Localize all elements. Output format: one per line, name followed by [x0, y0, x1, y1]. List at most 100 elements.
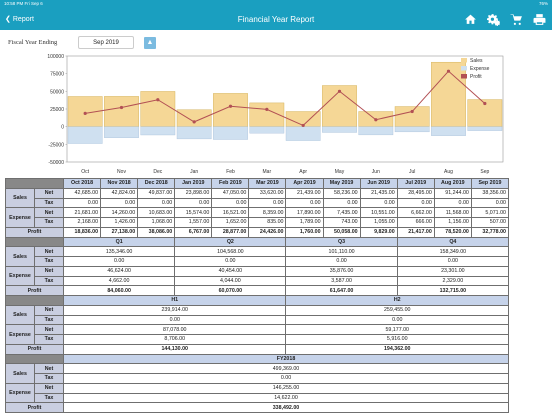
home-icon[interactable]	[464, 13, 477, 26]
group-label-expense: Expense	[5, 324, 35, 345]
back-button[interactable]: ❮ Report	[5, 15, 34, 24]
value-cell: 835.00	[248, 217, 287, 228]
fiscal-year-filter: Fiscal Year Ending Sep 2019 ▲	[8, 36, 156, 49]
sales-tax-row: Tax 0.00 0.00	[6, 314, 509, 326]
half-header: H2	[285, 295, 509, 306]
row-label-tax: Tax	[34, 275, 64, 287]
apply-button[interactable]: ▲	[144, 36, 156, 49]
bar-sales	[140, 91, 176, 127]
month-header: Aug 2019	[433, 178, 472, 189]
expense-tax-row: Tax 8,706.00 5,916.00	[6, 334, 509, 345]
x-tick-label: Jul	[409, 169, 415, 175]
value-cell: 21,681.00	[62, 207, 102, 218]
value-cell: 104,568.00	[174, 246, 287, 257]
value-cell: 0.00	[396, 256, 510, 267]
value-cell: 21,439.00	[285, 187, 324, 199]
value-cell: 0.00	[62, 256, 176, 267]
y-tick-label: 75000	[50, 72, 64, 78]
bar-expense	[285, 126, 321, 141]
header-row: Oct 2018 Nov 2018 Dec 2018 Jan 2019 Feb 2019…	[5, 178, 510, 189]
print-icon[interactable]	[533, 13, 546, 26]
report-table: Oct 2018 Nov 2018 Dec 2018 Jan 2019 Feb 2019…	[5, 178, 510, 413]
x-tick-label: Nov	[117, 169, 126, 175]
back-label: Report	[12, 15, 34, 23]
value-cell: 0.00	[248, 197, 287, 209]
y-tick-label: 25000	[50, 107, 64, 113]
value-cell: 23,898.00	[174, 187, 213, 199]
value-cell: 0.00	[63, 373, 509, 384]
group-label-profit: Profit	[5, 343, 64, 355]
value-cell: 6,662.00	[396, 207, 435, 218]
value-cell: 38,356.00	[470, 187, 510, 199]
profit-point	[83, 111, 87, 115]
value-cell: 0.00	[174, 256, 287, 267]
header-row: FY2018	[5, 353, 509, 365]
value-cell: 40,454.00	[174, 265, 287, 277]
legend-label: Sales	[470, 58, 483, 64]
corner-cell	[5, 353, 64, 365]
value-cell: 91,244.00	[433, 187, 472, 199]
year-header: FY2018	[63, 353, 509, 365]
group-label-sales: Sales	[5, 363, 35, 384]
value-cell: 17,890.00	[285, 207, 324, 218]
profit-point	[483, 101, 487, 106]
profit-point	[119, 105, 124, 110]
profit-point	[192, 120, 196, 124]
corner-cell	[5, 236, 64, 248]
profit-row: Profit 338,492.00	[5, 402, 509, 413]
value-cell: 8,706.00	[62, 334, 287, 345]
bar-expense	[104, 126, 139, 138]
value-cell: 1,557.00	[174, 217, 213, 228]
legend-swatch	[461, 66, 467, 71]
value-cell: 0.00	[100, 197, 139, 209]
x-tick-label: Feb	[226, 169, 235, 175]
value-cell: 0.00	[470, 197, 510, 209]
expense-tax-row: Tax 14,622.00	[6, 392, 509, 404]
month-header: Mar 2019	[248, 178, 287, 189]
value-cell: 14,260.00	[100, 207, 139, 218]
sales-net-row: Sales Net 239,914.00 259,455.00	[5, 304, 509, 326]
value-cell: 3,587.00	[285, 275, 398, 287]
sales-net-row: Sales Net 42,685.00 42,824.00 49,837.00 23,89…	[5, 187, 510, 209]
fiscal-year-select[interactable]: Sep 2019	[78, 36, 134, 49]
value-cell: 0.00	[359, 197, 398, 209]
value-cell: 144,130.00	[62, 343, 287, 355]
row-label-net: Net	[34, 187, 64, 199]
profit-point	[228, 104, 233, 108]
value-cell: 28,495.00	[396, 187, 435, 199]
profit-line	[85, 70, 486, 127]
cart-icon[interactable]	[510, 13, 523, 26]
month-header: Feb 2019	[211, 178, 250, 189]
profit-point	[265, 107, 269, 112]
settings-icon[interactable]	[487, 13, 500, 26]
value-cell: 4,044.00	[174, 275, 287, 287]
header-row: H1 H2	[5, 295, 509, 306]
legend-label: Expense	[470, 66, 490, 72]
value-cell: 33,620.00	[248, 187, 287, 199]
group-label-expense: Expense	[5, 207, 35, 228]
quarter-header: Q1	[62, 236, 176, 248]
y-tick-label: 100000	[47, 54, 64, 60]
value-cell: 132,715.00	[396, 285, 510, 296]
row-label-net: Net	[34, 324, 64, 335]
value-cell: 499,369.00	[63, 363, 509, 374]
expense-net-row: Expense Net 46,624.00 40,454.00 35,876.00 23,…	[5, 265, 510, 287]
bar-expense	[394, 126, 430, 133]
value-cell: 87,078.00	[62, 324, 287, 335]
value-cell: 78,520.00	[433, 226, 472, 238]
profit-row: Profit 84,060.00 60,070.00 61,647.00 132,715…	[5, 285, 510, 296]
value-cell: 49,837.00	[137, 187, 176, 199]
month-header: Jun 2019	[359, 178, 398, 189]
value-cell: 146,255.00	[63, 382, 509, 394]
value-cell: 0.00	[322, 197, 361, 209]
value-cell: 18,836.00	[62, 226, 102, 238]
value-cell: 61,647.00	[285, 285, 398, 296]
legend-label: Profit	[470, 74, 482, 80]
bar-sales	[394, 106, 430, 127]
value-cell: 194,362.00	[285, 343, 509, 355]
value-cell: 47,050.00	[211, 187, 250, 199]
row-label-tax: Tax	[34, 197, 64, 209]
bar-expense	[249, 126, 285, 134]
value-cell: 1,789.00	[285, 217, 324, 228]
value-cell: 58,236.00	[322, 187, 361, 199]
